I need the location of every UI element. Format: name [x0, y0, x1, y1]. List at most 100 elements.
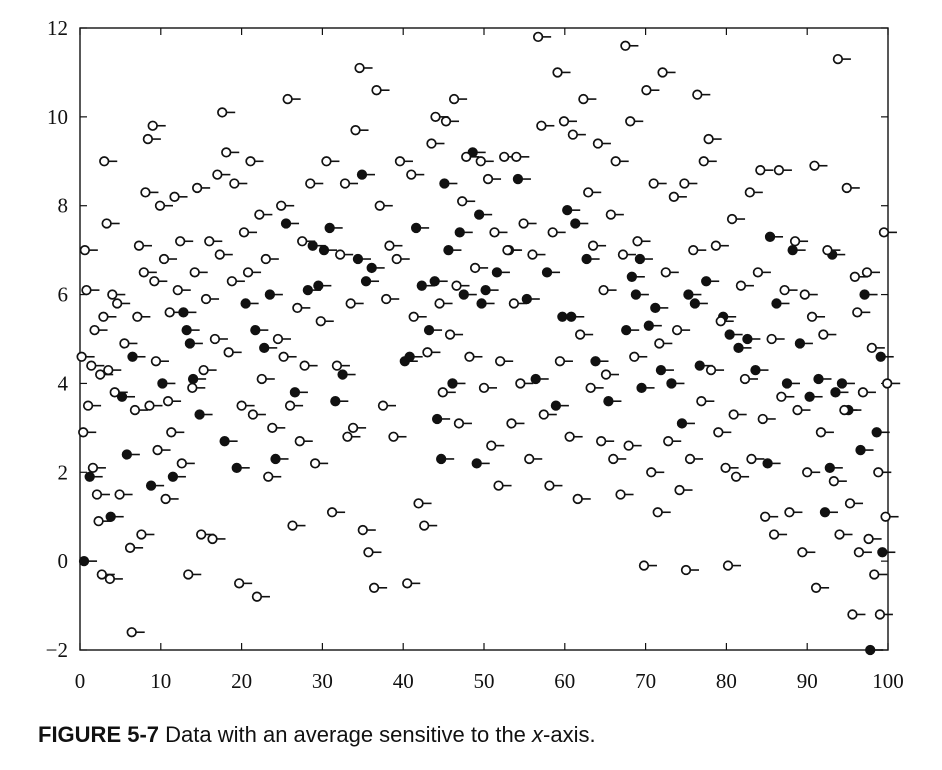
filled-data-point [676, 418, 695, 429]
filled-data-point [581, 253, 600, 265]
open-data-point [162, 396, 182, 407]
open-data-point [536, 120, 555, 131]
open-data-point [96, 569, 115, 580]
open-data-point [169, 191, 188, 202]
open-data-point [89, 324, 108, 336]
open-data-point [572, 493, 591, 505]
caption-axis-word: x [532, 722, 544, 747]
open-data-point [818, 329, 837, 340]
filled-data-point [742, 333, 761, 345]
open-data-point [426, 138, 445, 149]
open-data-point [247, 409, 266, 420]
open-data-point [809, 160, 828, 171]
x-tick-label: 70 [635, 669, 656, 693]
filled-data-point [701, 276, 720, 287]
open-data-point [267, 422, 286, 434]
filled-data-point [750, 364, 769, 376]
open-data-point [739, 373, 758, 385]
open-data-point [638, 560, 657, 571]
figure-label: FIGURE 5-7 [38, 722, 160, 747]
open-data-point [715, 316, 734, 327]
filled-data-point [781, 378, 800, 389]
open-data-point [103, 364, 122, 376]
open-data-point [381, 293, 400, 305]
x-tick-label: 40 [393, 669, 414, 693]
open-data-point [567, 129, 586, 140]
open-data-point [784, 507, 803, 518]
open-data-point [147, 120, 166, 131]
y-tick-label: 0 [58, 549, 69, 573]
open-data-point [251, 591, 270, 602]
open-data-point [276, 200, 295, 211]
open-data-point [402, 578, 421, 589]
open-data-point [209, 333, 228, 345]
filled-data-point [410, 222, 430, 234]
open-data-point [768, 529, 788, 540]
open-data-point [828, 476, 847, 487]
open-data-point [321, 156, 340, 167]
open-data-point [292, 302, 311, 314]
open-data-point [133, 240, 152, 251]
open-data-point [326, 507, 346, 518]
open-data-point [260, 253, 279, 265]
filled-data-point [352, 253, 371, 265]
filled-data-point [116, 391, 136, 402]
filled-data-point [562, 205, 581, 216]
open-data-point [78, 427, 97, 438]
filled-data-point [683, 289, 702, 300]
open-data-point [140, 187, 159, 198]
open-data-point [238, 227, 258, 238]
filled-data-point [566, 311, 585, 322]
filled-data-point [324, 222, 343, 234]
open-data-point [857, 387, 876, 398]
filled-data-point [187, 373, 207, 385]
open-data-point [104, 573, 123, 585]
caption-text-after: -axis. [543, 722, 596, 747]
open-data-point [874, 609, 893, 620]
open-data-point [532, 31, 552, 43]
filled-data-point [471, 458, 490, 469]
open-data-point [728, 409, 747, 420]
filled-data-point [366, 262, 385, 274]
open-data-point [124, 542, 144, 553]
open-data-point [575, 329, 594, 340]
filled-data-point [762, 458, 781, 469]
filled-data-point [541, 267, 561, 278]
open-data-point [495, 356, 514, 367]
filled-data-point [105, 511, 124, 522]
open-data-point [434, 298, 453, 309]
filled-data-point [458, 289, 477, 300]
open-data-point [214, 249, 233, 260]
open-data-point [688, 244, 707, 256]
open-data-point [735, 280, 754, 291]
x-tick-label: 0 [75, 669, 86, 693]
open-data-point [527, 249, 546, 260]
open-data-point [705, 364, 725, 376]
open-data-point [615, 489, 634, 500]
open-data-point [698, 156, 717, 167]
open-data-point [544, 480, 563, 491]
filled-data-point [689, 298, 708, 309]
open-data-point [710, 240, 729, 251]
open-data-point [822, 244, 841, 256]
open-data-point [212, 169, 231, 180]
open-data-point [444, 329, 464, 340]
open-data-point [152, 444, 171, 456]
open-data-point [305, 178, 324, 189]
filled-data-point [167, 471, 186, 482]
open-data-point [79, 244, 98, 256]
open-data-point [861, 267, 880, 278]
open-data-point [294, 436, 313, 447]
open-data-point [620, 40, 639, 51]
x-tick-label: 100 [872, 669, 904, 693]
filled-data-point [259, 342, 278, 354]
open-data-point [272, 333, 291, 345]
open-data-point [99, 156, 118, 167]
open-data-point [493, 480, 512, 491]
filled-data-point [875, 351, 894, 362]
open-data-point [187, 382, 206, 394]
open-data-point [91, 489, 110, 500]
filled-data-point [643, 320, 662, 331]
open-data-point [114, 489, 133, 500]
open-data-point [847, 609, 866, 620]
